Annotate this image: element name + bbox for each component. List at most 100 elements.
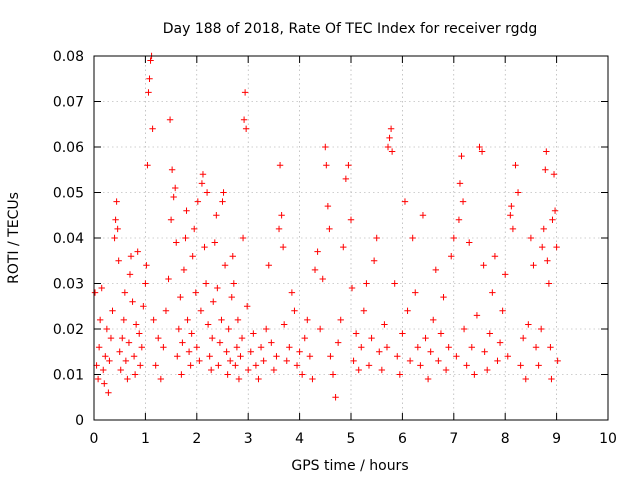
data-point-marker xyxy=(210,298,217,305)
data-point-marker xyxy=(368,334,375,342)
data-point-marker xyxy=(243,303,251,310)
data-point-marker xyxy=(115,257,122,264)
data-point-marker xyxy=(201,243,208,251)
data-point-marker xyxy=(122,357,130,365)
data-point-marker xyxy=(232,362,239,369)
data-point-marker xyxy=(278,212,285,219)
data-point-marker xyxy=(162,307,170,314)
data-point-marker xyxy=(304,316,311,324)
data-point-marker xyxy=(137,362,144,369)
data-point-marker xyxy=(185,348,193,355)
data-point-marker xyxy=(489,289,496,296)
data-point-marker xyxy=(138,344,146,351)
data-point-marker xyxy=(517,362,524,369)
data-point-marker xyxy=(177,293,184,301)
data-point-marker xyxy=(175,325,183,333)
data-point-marker xyxy=(279,243,287,251)
data-point-marker xyxy=(255,375,262,383)
data-point-marker xyxy=(543,148,550,155)
data-point-marker xyxy=(121,289,129,296)
data-point-marker xyxy=(322,143,329,151)
data-point-marker xyxy=(548,375,555,383)
data-point-marker xyxy=(113,198,120,205)
data-point-marker xyxy=(466,239,473,246)
data-point-marker xyxy=(215,362,222,369)
data-point-marker xyxy=(276,162,284,169)
data-point-marker xyxy=(211,239,218,246)
data-point-marker xyxy=(468,344,475,351)
data-point-marker xyxy=(473,312,481,319)
data-point-marker xyxy=(476,143,483,151)
data-point-marker xyxy=(422,334,429,342)
data-point-marker xyxy=(168,166,176,173)
data-point-marker xyxy=(237,353,244,360)
data-point-marker xyxy=(365,362,373,369)
data-point-marker xyxy=(182,234,189,242)
data-point-marker xyxy=(484,366,491,374)
data-point-marker xyxy=(179,339,186,346)
y-tick-label: 0.08 xyxy=(53,49,84,65)
data-point-marker xyxy=(127,253,135,260)
data-point-marker xyxy=(247,348,254,355)
data-point-marker xyxy=(160,344,167,351)
data-point-marker xyxy=(460,325,468,333)
y-tick-label: 0.05 xyxy=(53,186,84,202)
data-point-marker xyxy=(342,175,350,183)
data-point-marker xyxy=(508,202,515,210)
y-tick-label: 0.04 xyxy=(53,231,84,247)
data-point-marker xyxy=(187,362,194,369)
x-tick-label: 4 xyxy=(295,431,304,447)
data-point-marker xyxy=(480,262,487,269)
data-point-marker xyxy=(324,202,332,210)
data-point-marker xyxy=(350,357,357,365)
data-point-marker xyxy=(481,348,488,355)
y-tick-label: 0.06 xyxy=(53,140,84,156)
data-point-marker xyxy=(332,394,339,401)
data-point-marker xyxy=(152,362,159,369)
y-tick-label: 0.03 xyxy=(53,277,84,293)
data-point-marker xyxy=(245,366,252,374)
data-point-marker xyxy=(129,298,136,305)
data-point-marker xyxy=(242,125,250,132)
data-point-marker xyxy=(157,375,165,383)
data-point-marker xyxy=(373,234,380,242)
data-point-marker xyxy=(327,353,334,360)
data-point-marker xyxy=(119,334,126,342)
data-point-marker xyxy=(491,253,499,260)
data-point-marker xyxy=(456,180,464,187)
data-point-marker xyxy=(424,375,432,383)
data-point-marker xyxy=(265,262,272,269)
y-tick-labels: 0 0.01 0.02 0.03 0.04 0.05 0.06 0.07 0.08 xyxy=(53,49,84,429)
axis-ticks xyxy=(93,55,609,421)
data-point-marker xyxy=(173,239,180,246)
data-point-marker xyxy=(140,303,147,310)
data-point-marker xyxy=(275,225,283,233)
data-point-marker xyxy=(262,325,270,333)
data-point-marker xyxy=(539,243,546,251)
data-point-marker xyxy=(514,189,522,196)
data-point-marker xyxy=(206,353,213,360)
data-point-marker xyxy=(230,280,238,287)
data-point-marker xyxy=(241,89,249,96)
data-point-marker xyxy=(223,348,230,355)
data-point-marker xyxy=(499,307,506,314)
data-point-marker xyxy=(130,353,138,360)
data-point-marker xyxy=(107,334,115,342)
data-point-marker xyxy=(145,89,152,96)
data-point-marker xyxy=(98,284,105,292)
data-point-marker xyxy=(401,198,409,205)
data-point-marker xyxy=(450,234,457,242)
data-point-marker xyxy=(542,166,549,173)
data-point-marker xyxy=(209,334,216,342)
data-point-marker xyxy=(442,366,450,374)
data-point-marker xyxy=(535,362,542,369)
data-point-marker xyxy=(134,248,141,255)
data-point-marker xyxy=(252,362,260,369)
data-point-marker xyxy=(383,344,391,351)
data-point-marker xyxy=(204,321,212,328)
x-tick-label: 5 xyxy=(347,431,356,447)
data-point-marker xyxy=(216,339,224,346)
data-point-marker xyxy=(291,307,298,314)
data-point-marker xyxy=(549,216,556,223)
